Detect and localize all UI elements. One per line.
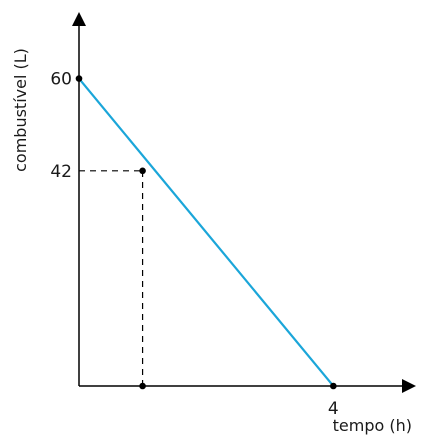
axes [72, 12, 416, 393]
series-group [77, 77, 335, 388]
guide-lines [79, 170, 144, 386]
guide-foot-point-0 [139, 382, 146, 390]
data-point-2 [330, 382, 337, 390]
y-tick-label-1: 60 [50, 70, 72, 90]
x-axis-arrow [402, 379, 416, 393]
data-point-0 [75, 75, 83, 82]
series-line-0 [77, 77, 335, 388]
point-group [75, 75, 337, 390]
x-axis-label: tempo (h) [333, 416, 412, 435]
y-axis-arrow [72, 12, 86, 26]
data-point-1 [139, 167, 146, 175]
tick-labels: 42 60 4 [50, 70, 338, 419]
x-tick-label-0: 4 [328, 399, 339, 419]
y-axis-label: combustível (L) [11, 48, 30, 172]
y-tick-label-0: 42 [50, 162, 72, 182]
